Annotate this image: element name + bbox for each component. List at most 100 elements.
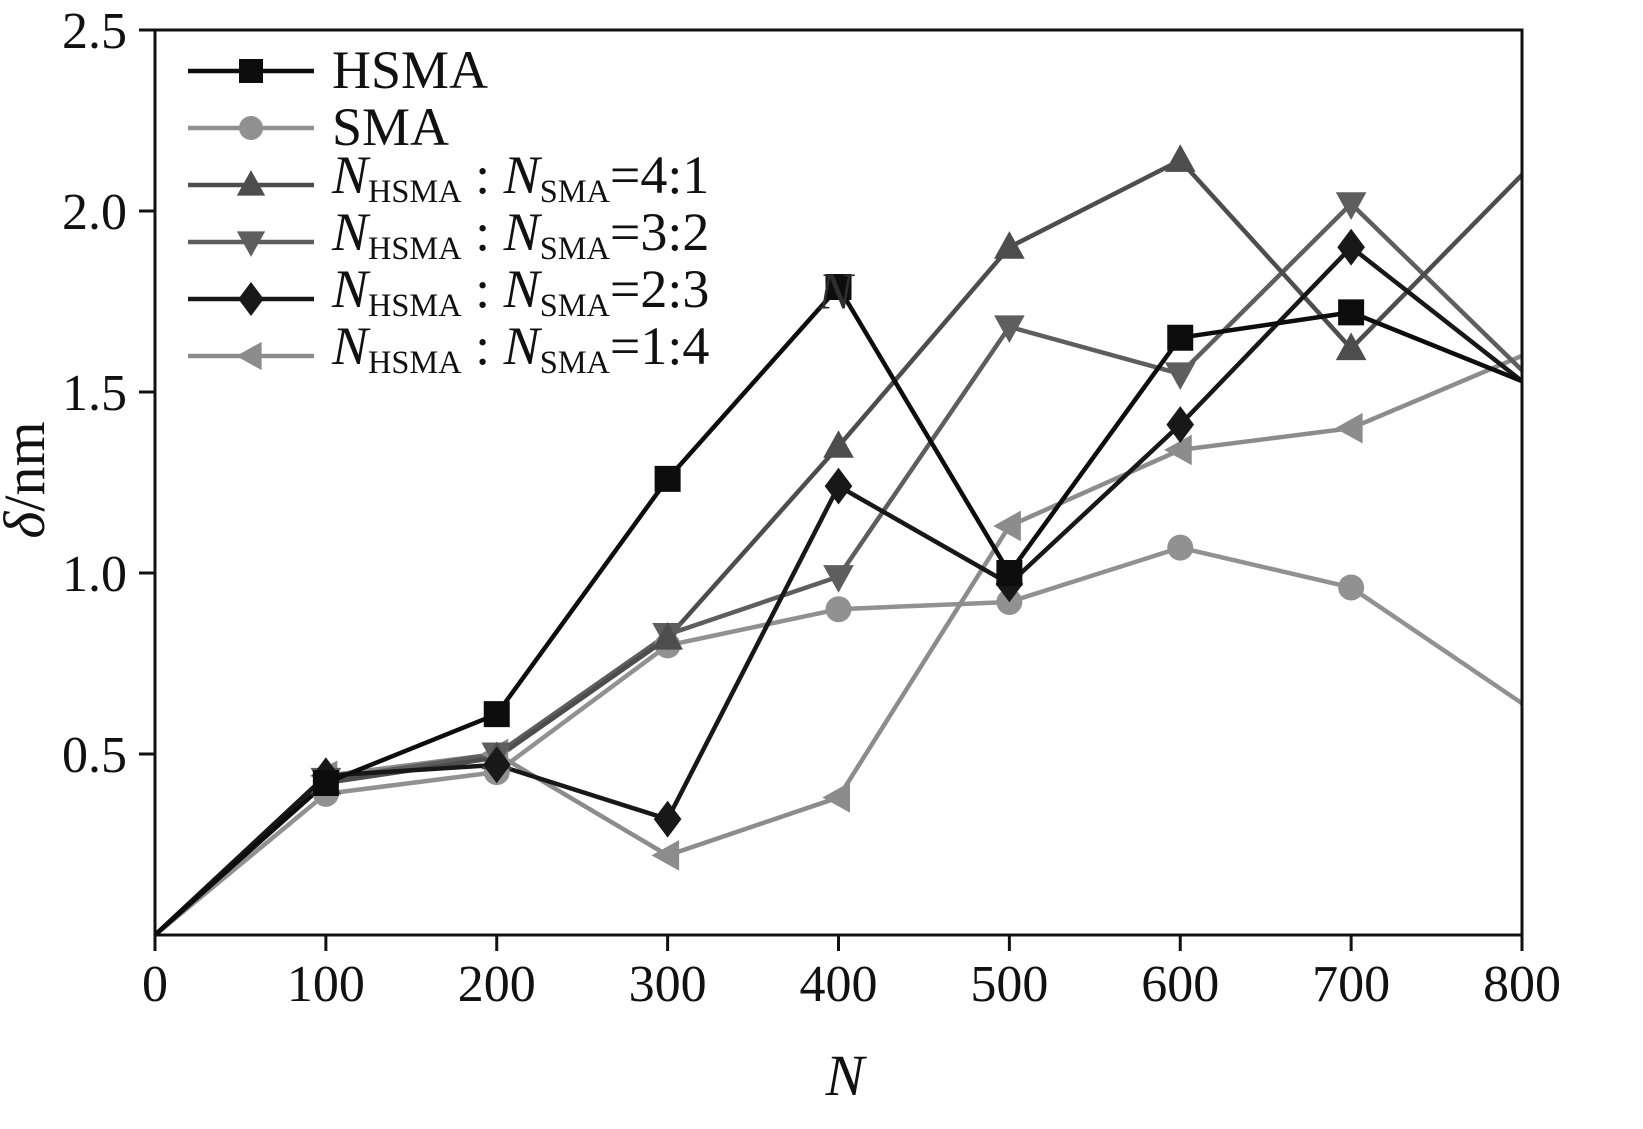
y-tick-label: 2.5 — [62, 3, 127, 60]
legend-label: NHSMA : NSMA=3:2 — [332, 204, 709, 278]
legend-label: SMA — [332, 99, 449, 156]
y-axis-unit: /nm — [0, 421, 57, 511]
legend-label-segment: SMA — [332, 97, 450, 157]
legend-label: NHSMA : NSMA=1:4 — [332, 318, 709, 392]
legend-label-segment: N — [503, 145, 540, 206]
legend-label-segment: HSMA — [368, 231, 462, 268]
legend-swatch-triangle-down-icon — [188, 230, 314, 257]
legend-item: SMA — [186, 99, 709, 156]
marker-triangle-up — [652, 622, 683, 650]
marker-triangle-left — [236, 341, 262, 370]
x-tick-label: 0 — [142, 956, 168, 1013]
legend-item: NHSMA : NSMA=1:4 — [186, 318, 709, 384]
x-tick-label: 400 — [800, 956, 878, 1013]
x-tick-label: 100 — [287, 956, 365, 1013]
x-tick-label: 300 — [629, 956, 707, 1013]
legend-label-segment: =4:1 — [609, 145, 710, 206]
legend-item: HSMA — [186, 42, 709, 99]
marker-triangle-down — [1335, 192, 1367, 220]
marker-square — [825, 274, 852, 301]
marker-circle — [1167, 534, 1194, 561]
marker-triangle-up — [236, 169, 266, 196]
marker-triangle-up — [823, 430, 854, 458]
legend-label-segment: =2:3 — [609, 259, 710, 320]
legend-swatch-triangle-left-icon — [188, 341, 314, 370]
legend-label-segment: HSMA — [368, 174, 462, 211]
legend-swatch-square-icon — [188, 58, 314, 83]
y-tick-label: 2.0 — [62, 184, 127, 241]
legend-swatch-circle-icon — [188, 115, 314, 140]
legend-label-segment: N — [503, 316, 540, 377]
y-tick-label: 1.0 — [62, 546, 127, 603]
marker-diamond — [1166, 406, 1195, 443]
x-tick-label: 200 — [458, 956, 536, 1013]
marker-circle — [1338, 574, 1365, 601]
x-tick-label: 600 — [1141, 956, 1219, 1013]
legend-label-segment: SMA — [539, 345, 610, 382]
legend-label-segment: N — [332, 145, 369, 206]
legend-label-segment: =3:2 — [609, 202, 710, 263]
plot-annotation: N — [817, 264, 856, 321]
marker-triangle-down — [994, 315, 1025, 343]
legend-label-segment: =1:4 — [609, 316, 710, 377]
legend-label-segment: N — [332, 202, 369, 263]
marker-diamond — [482, 746, 511, 784]
marker-square — [1338, 299, 1365, 326]
marker-triangle-up — [1335, 332, 1367, 361]
x-tick-label: 700 — [1312, 956, 1390, 1013]
marker-triangle-left — [822, 782, 851, 813]
marker-triangle-left — [1164, 434, 1192, 466]
x-axis-label: N — [825, 1043, 868, 1108]
y-axis-label: δ/nm — [0, 421, 57, 538]
legend-item: NHSMA : NSMA=4:1 — [186, 147, 709, 213]
plot-series-group — [153, 144, 1524, 937]
legend-label: NHSMA : NSMA=2:3 — [332, 261, 709, 335]
y-axis-symbol: δ — [0, 511, 57, 539]
legend-label: HSMA — [332, 42, 488, 99]
legend-label-segment: HSMA — [368, 345, 462, 382]
marker-triangle-up — [1164, 144, 1196, 172]
legend-swatch-diamond-icon — [188, 281, 314, 316]
legend-label-segment: N — [332, 259, 369, 320]
marker-diamond — [238, 281, 264, 316]
marker-triangle-up — [994, 231, 1025, 259]
marker-diamond — [824, 467, 853, 505]
x-tick-label: 500 — [970, 956, 1048, 1013]
marker-diamond — [1337, 228, 1365, 266]
legend-label-segment: HSMA — [368, 288, 462, 325]
legend-swatch-triangle-up-icon — [188, 169, 314, 196]
marker-circle — [239, 115, 263, 140]
legend-label-segment: : — [461, 316, 504, 377]
legend-label: NHSMA : NSMA=4:1 — [332, 147, 709, 221]
legend-label-segment: SMA — [539, 174, 610, 211]
marker-circle — [825, 596, 852, 623]
marker-triangle-left — [651, 840, 680, 871]
legend-label-segment: SMA — [539, 288, 610, 325]
legend-label-segment: HSMA — [332, 40, 489, 100]
marker-square — [996, 560, 1023, 586]
marker-square — [312, 769, 339, 796]
marker-triangle-down — [823, 565, 854, 593]
legend-item: NHSMA : NSMA=3:2 — [186, 204, 709, 270]
legend-label-segment: N — [332, 316, 369, 377]
legend-label-segment: N — [503, 259, 540, 320]
marker-triangle-left — [1335, 412, 1363, 444]
y-tick-label: 1.5 — [62, 365, 127, 422]
marker-triangle-down — [236, 230, 266, 257]
legend: HSMA SMA NHSMA : NSMA=4:1 NHSMA : NSMA=3:2 N… — [186, 42, 709, 384]
x-tick-label: 800 — [1483, 956, 1561, 1013]
legend-label-segment: : — [461, 259, 504, 320]
marker-square — [654, 465, 681, 492]
marker-square — [483, 701, 510, 728]
marker-triangle-left — [993, 510, 1021, 542]
legend-label-segment: : — [461, 145, 504, 206]
plot-axes-group: 0 100 200 300 400 500 600 700 800 0.5 1.0 1.5 2.0 2.5… — [62, 3, 1561, 1013]
legend-label-segment: N — [503, 202, 540, 263]
marker-square — [1167, 324, 1194, 351]
marker-diamond — [653, 800, 682, 838]
y-tick-label: 0.5 — [62, 727, 127, 784]
legend-label-segment: SMA — [539, 231, 610, 268]
marker-square — [239, 58, 263, 83]
